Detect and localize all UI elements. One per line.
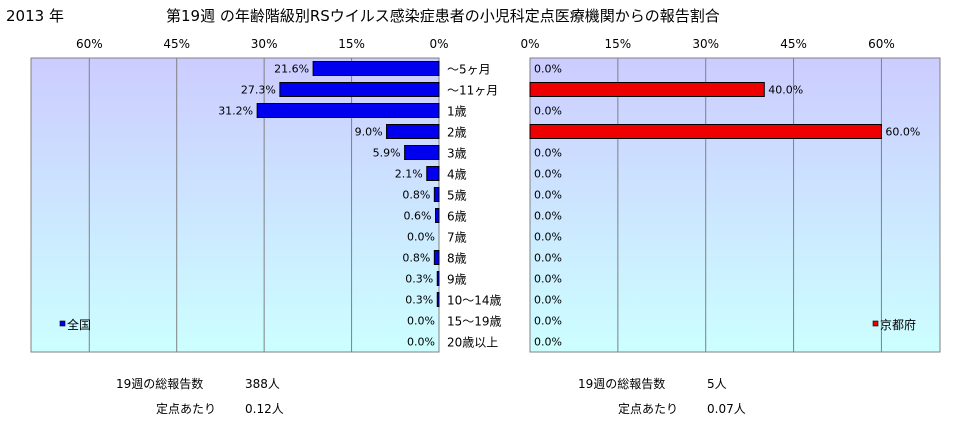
national-value-label: 0.6%	[404, 210, 432, 223]
kyoto-chart: 0% 15% 30% 45% 60% 0.0% 40.0% 0.0% 60.0% 0.0% 0.0…	[520, 37, 941, 353]
national-bar	[436, 292, 440, 307]
category-label: ～5ヶ月	[447, 63, 491, 77]
category-label: 9歳	[447, 273, 467, 287]
kyoto-tick-label: 60%	[868, 37, 895, 51]
national-tick-label: 30%	[251, 37, 278, 51]
kyoto-value-label: 0.0%	[534, 231, 562, 244]
kyoto-value-label: 0.0%	[534, 315, 562, 328]
kyoto-per-label: 定点あたり	[618, 401, 678, 416]
national-bar	[436, 271, 440, 286]
category-label: 6歳	[447, 210, 467, 224]
kyoto-total-label: 19週の総報告数	[578, 376, 665, 391]
national-tick-label: 15%	[338, 37, 365, 51]
kyoto-tick-label: 30%	[692, 37, 719, 51]
national-value-label: 21.6%	[274, 63, 309, 76]
national-legend-label: 全国	[67, 317, 91, 332]
kyoto-value-label: 0.0%	[534, 189, 562, 202]
national-bar	[312, 61, 440, 76]
national-value-label: 9.0%	[355, 126, 383, 139]
kyoto-value-label: 0.0%	[534, 252, 562, 265]
national-value-label: 31.2%	[218, 105, 253, 118]
kyoto-tick-label: 15%	[605, 37, 632, 51]
national-value-label: 0.0%	[407, 336, 435, 349]
category-label: 4歳	[447, 168, 467, 182]
national-value-label: 0.3%	[405, 273, 433, 286]
kyoto-value-label: 0.0%	[534, 336, 562, 349]
category-label: 1歳	[447, 105, 467, 119]
national-value-label: 2.1%	[395, 168, 423, 181]
national-bar	[433, 187, 440, 202]
national-tick-label: 60%	[76, 37, 103, 51]
chart-title: 第19週 の年齢階級別RSウイルス感染症患者の小児科定点医療機関からの報告割合	[166, 7, 720, 25]
national-value-label: 0.8%	[402, 252, 430, 265]
kyoto-tick-label: 45%	[780, 37, 807, 51]
category-label: 20歳以上	[447, 336, 498, 350]
national-value-label: 27.3%	[241, 84, 276, 97]
kyoto-value-label: 0.0%	[534, 63, 562, 76]
national-total-label: 19週の総報告数	[116, 376, 203, 391]
national-bar	[386, 124, 440, 139]
national-plot-area	[30, 57, 440, 353]
kyoto-value-label: 0.0%	[534, 105, 562, 118]
kyoto-total-value: 5人	[707, 377, 727, 391]
kyoto-plot-area	[529, 57, 941, 353]
national-legend-swatch	[59, 320, 66, 327]
national-total-value: 388人	[245, 377, 280, 391]
national-bar	[435, 208, 440, 223]
national-bar	[433, 250, 440, 265]
category-label: 15～19歳	[447, 315, 502, 329]
category-label: 10～14歳	[447, 294, 502, 308]
age-category-labels: ～5ヶ月 ～11ヶ月 1歳 2歳 3歳 4歳 5歳 6歳 7歳 8歳 9歳 10～14歳 15～19歳 2…	[447, 63, 502, 350]
national-bar	[256, 103, 440, 118]
national-per-value: 0.12人	[245, 402, 284, 416]
national-value-label: 0.0%	[407, 315, 435, 328]
kyoto-tick-label: 0%	[520, 37, 539, 51]
kyoto-value-label: 60.0%	[885, 126, 920, 139]
kyoto-legend-swatch	[872, 320, 879, 327]
year-label: 2013 年	[6, 7, 64, 25]
national-value-label: 5.9%	[373, 147, 401, 160]
national-tick-label: 45%	[163, 37, 190, 51]
national-bar	[404, 145, 440, 160]
kyoto-per-value: 0.07人	[707, 402, 746, 416]
national-chart: 0% 15% 30% 45% 60% 21.6% 27.3% 31.2% 9.0% 5.9% 2.…	[30, 37, 449, 353]
category-label: 3歳	[447, 147, 467, 161]
kyoto-value-label: 0.0%	[534, 147, 562, 160]
national-value-label: 0.3%	[405, 294, 433, 307]
kyoto-bar	[529, 124, 882, 139]
national-tick-label: 0%	[429, 37, 448, 51]
kyoto-value-label: 0.0%	[534, 168, 562, 181]
kyoto-legend-label: 京都府	[880, 317, 916, 332]
national-per-label: 定点あたり	[156, 401, 216, 416]
category-label: ～11ヶ月	[447, 84, 498, 98]
kyoto-value-label: 40.0%	[768, 84, 803, 97]
national-bar	[426, 166, 440, 181]
kyoto-value-label: 0.0%	[534, 273, 562, 286]
kyoto-value-label: 0.0%	[534, 294, 562, 307]
kyoto-value-label: 0.0%	[534, 210, 562, 223]
national-bar	[279, 82, 440, 97]
category-label: 8歳	[447, 252, 467, 266]
kyoto-bar	[529, 82, 765, 97]
national-value-label: 0.8%	[402, 189, 430, 202]
category-label: 7歳	[447, 231, 467, 245]
category-label: 5歳	[447, 189, 467, 203]
national-value-label: 0.0%	[407, 231, 435, 244]
category-label: 2歳	[447, 126, 467, 140]
